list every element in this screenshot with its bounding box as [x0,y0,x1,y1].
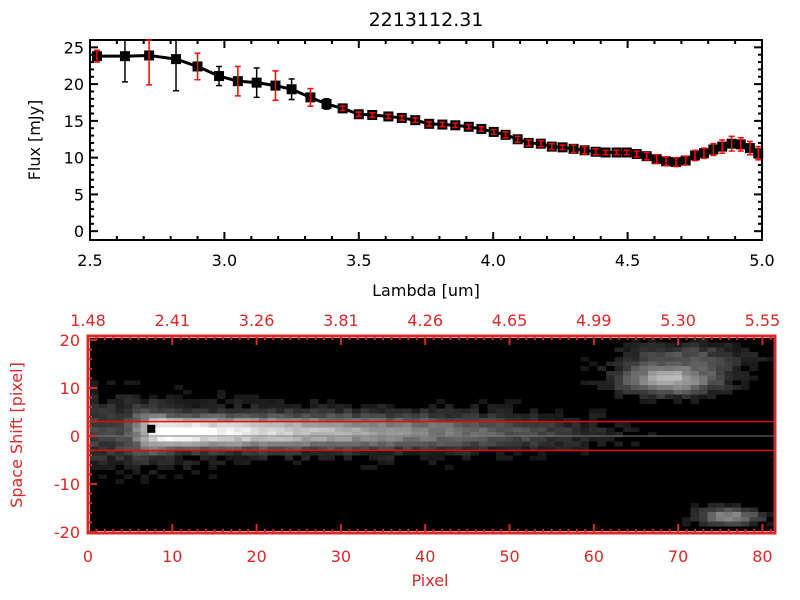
error-bar [570,144,577,154]
x-tick-label: 10 [162,547,182,566]
top-wavelength-label: 3.81 [323,311,359,330]
error-bar [339,105,346,112]
error-bar [194,52,201,81]
y-tick-label: 0 [70,427,80,446]
error-bar [146,39,153,86]
error-bar [272,70,279,102]
error-bar [514,135,521,143]
x-tick-label: 4.0 [480,251,505,270]
error-bar [537,139,544,148]
x-tick-label: 80 [752,547,772,566]
top-wavelength-label: 2.41 [154,311,190,330]
top-wavelength-label: 5.55 [745,311,781,330]
error-bar [398,114,405,121]
x-tick-label: 70 [668,547,688,566]
error-bar [710,142,717,157]
error-bar [253,67,260,99]
y-tick-label: 20 [64,75,84,94]
error-bar [643,151,650,161]
error-bar [633,150,640,158]
bottom-y-axis-label: Space Shift [pixel] [7,362,26,508]
error-bar [653,153,660,165]
chart-title: 2213112.31 [369,9,484,31]
error-bar [737,137,744,152]
x-tick-label: 3.0 [212,251,237,270]
peak-marker [147,424,156,433]
top-wavelength-label: 4.99 [576,311,612,330]
y-tick-label: 10 [64,149,84,168]
error-bar [548,142,555,151]
y-tick-label: 10 [60,379,80,398]
error-bar [502,131,509,139]
top-x-axis-label: Lambda [um] [372,281,480,300]
error-bar [465,123,472,130]
error-bar [682,155,689,166]
x-tick-label: 60 [584,547,604,566]
error-bar [173,39,180,92]
error-bar [307,87,314,107]
error-bar [234,65,241,97]
error-bar [385,113,392,120]
error-bar [323,98,330,110]
y-tick-label: 20 [60,331,80,350]
x-tick-label: 3.5 [346,251,371,270]
error-bar [288,78,295,101]
error-bar [121,39,128,83]
x-tick-label: 50 [499,547,519,566]
y-tick-label: 0 [74,222,84,241]
x-tick-label: 20 [246,547,266,566]
top-y-axis-label: Flux [mJy] [25,100,44,181]
error-bar [700,147,707,160]
error-bar [623,149,630,156]
x-tick-label: 30 [331,547,351,566]
x-tick-label: 40 [415,547,435,566]
error-bar [559,144,566,151]
y-tick-label: -20 [54,523,80,542]
error-bar [369,112,376,118]
top-wavelength-label: 4.65 [492,311,528,330]
error-bar [216,65,223,87]
x-tick-label: 0 [83,547,93,566]
error-bar [746,140,753,156]
error-bar [602,149,609,156]
error-bar [663,156,670,167]
error-bar [93,49,100,63]
error-bar [490,128,497,135]
top-wavelength-label: 5.30 [660,311,696,330]
spectrum-2d-image [90,338,775,531]
error-bar [672,156,679,168]
error-bar [439,121,446,128]
error-bar [412,117,419,124]
error-bar [592,148,599,156]
top-plot-frame [89,39,763,241]
error-bar [719,139,726,154]
error-bar [692,149,699,162]
x-tick-label: 5.0 [749,251,774,270]
error-bar [525,139,532,147]
error-bar [426,120,433,127]
top-wavelength-label: 4.26 [407,311,443,330]
error-bar [728,135,735,152]
x-tick-label: 2.5 [77,251,102,270]
y-tick-label: 25 [64,38,84,57]
bottom-plot-frame [86,334,777,535]
error-bar [452,122,459,129]
top-wavelength-label: 1.48 [70,311,106,330]
y-tick-label: -10 [54,475,80,494]
x-tick-label: 4.5 [615,251,640,270]
error-bar [755,145,762,161]
error-bar [478,126,485,132]
y-tick-label: 5 [74,185,84,204]
error-bar [581,145,588,155]
top-wavelength-label: 3.26 [239,311,275,330]
y-tick-label: 15 [64,112,84,131]
error-bar [355,111,362,118]
error-bar [613,149,620,156]
bottom-x-axis-label: Pixel [411,571,448,590]
